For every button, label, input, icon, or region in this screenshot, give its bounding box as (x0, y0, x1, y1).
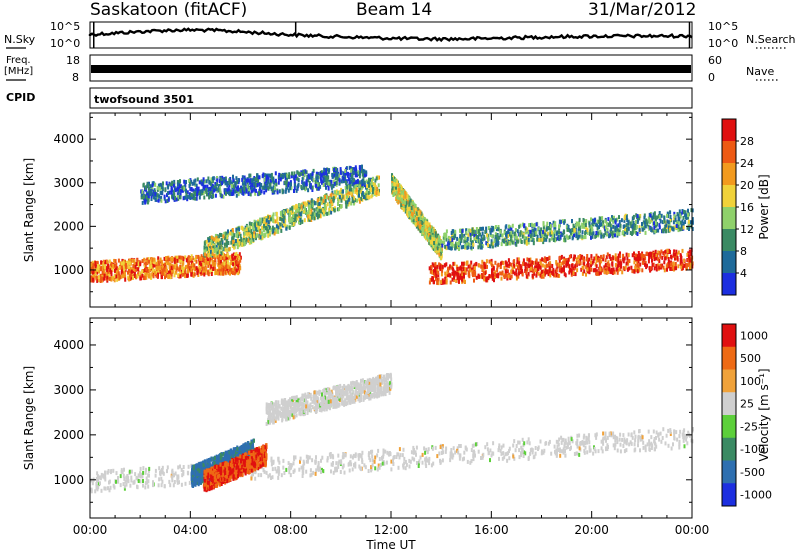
nave-label: Nave (746, 65, 775, 78)
colorbar-segment (722, 119, 736, 142)
power-panel-scatter (90, 164, 694, 286)
x-tick-label: 00:00 (73, 523, 108, 537)
colorbar-tick-label: -25 (740, 420, 758, 433)
colorbar-tick-label: 100 (740, 375, 761, 388)
nave-tick-bottom: 0 (708, 71, 715, 84)
velocity-panel-scatter (90, 372, 694, 494)
colorbar-label: Power [dB] (757, 174, 771, 239)
freq-tick-top: 18 (66, 54, 80, 67)
nave-tick-top: 60 (708, 54, 722, 67)
colorbar-tick-label: 20 (740, 179, 754, 192)
colorbar-frame (721, 323, 737, 507)
y-axis-label: Slant Range [km] (22, 158, 36, 262)
noise-panel (89, 21, 693, 49)
colorbar-segment (722, 324, 736, 348)
colorbar-segment (722, 437, 736, 461)
colorbar-segment (722, 229, 736, 252)
colorbar-segment (722, 415, 736, 439)
y-axis-label: Slant Range [km] (22, 366, 36, 470)
colorbar-tick-label: 25 (740, 398, 754, 411)
colorbar-label: Velocity [m s⁻¹] (757, 368, 771, 461)
colorbar-segment (722, 369, 736, 393)
nsearch-label: N.Search (746, 33, 796, 46)
y-tick-label: 3000 (53, 383, 84, 397)
y-tick-label: 4000 (53, 132, 84, 146)
x-tick-label: 00:00 (675, 523, 710, 537)
noise-tick-bottom-left: 10^0 (50, 37, 81, 50)
colorbar-tick-label: 16 (740, 201, 754, 214)
colorbar-segment (722, 163, 736, 186)
x-tick-label: 20:00 (574, 523, 609, 537)
y-tick-label: 4000 (53, 338, 84, 352)
colorbar-segment (722, 346, 736, 370)
station-title: Saskatoon (fitACF) (90, 0, 248, 20)
colorbar-segment (722, 185, 736, 208)
y-tick-label: 2000 (53, 219, 84, 233)
colorbar-segment (722, 273, 736, 296)
y-tick-label: 3000 (53, 176, 84, 190)
colorbar-tick-label: 500 (740, 352, 761, 365)
colorbar-tick-label: -1000 (740, 489, 772, 502)
freq-label-bottom: [MHz] (4, 66, 34, 77)
freq-label-top: Freq. (6, 55, 31, 66)
colorbar-tick-label: 24 (740, 157, 754, 170)
colorbar-segment (722, 483, 736, 507)
x-tick-label: 08:00 (273, 523, 308, 537)
date-label: 31/Mar/2012 (588, 0, 697, 20)
colorbar-tick-label: 12 (740, 223, 754, 236)
colorbar-segment (722, 207, 736, 230)
cpid-panel (89, 87, 693, 109)
colorbar-segment (722, 141, 736, 164)
x-axis-label: Time UT (365, 538, 416, 552)
x-tick-label: 04:00 (173, 523, 208, 537)
y-tick-label: 2000 (53, 428, 84, 442)
freq-tick-bottom: 8 (72, 71, 79, 84)
colorbar-tick-label: 8 (740, 245, 747, 258)
cpid-value: twofsound 3501 (94, 93, 194, 106)
colorbar-tick-label: -500 (740, 466, 765, 479)
colorbar-segment (722, 392, 736, 416)
colorbar-tick-label: 1000 (740, 329, 768, 342)
x-tick-label: 12:00 (374, 523, 409, 537)
noise-tick-top-left: 10^5 (50, 20, 81, 33)
velocity-panel-frame (89, 317, 693, 519)
freq-panel (89, 54, 693, 82)
y-tick-label: 1000 (53, 473, 84, 487)
x-tick-label: 16:00 (474, 523, 509, 537)
freq-trace (91, 65, 691, 73)
nsky-label: N.Sky (4, 33, 36, 46)
beam-label: Beam 14 (356, 0, 433, 20)
colorbar-tick-label: 4 (740, 267, 747, 280)
cpid-label: CPID (6, 91, 36, 104)
colorbar-tick-label: -100 (740, 443, 765, 456)
noise-tick-top-right: 10^5 (708, 20, 739, 33)
colorbar-tick-label: 28 (740, 135, 754, 148)
colorbar-segment (722, 251, 736, 274)
noise-tick-bottom-right: 10^0 (708, 37, 739, 50)
noise-trace (88, 27, 693, 43)
colorbar-segment (722, 460, 736, 484)
y-tick-label: 1000 (53, 263, 84, 277)
